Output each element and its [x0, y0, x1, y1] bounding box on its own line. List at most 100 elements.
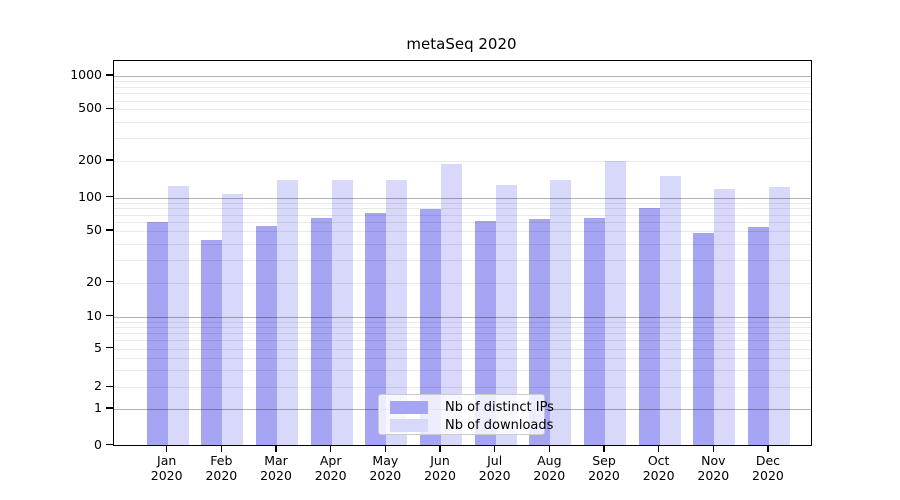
x-tick-mark-dec — [767, 445, 769, 452]
bar-downloads-apr — [331, 179, 353, 445]
y-tick-mark-2 — [106, 385, 113, 388]
gridline-6 — [114, 340, 811, 342]
gridline-2 — [114, 387, 811, 389]
x-tick-mark-nov — [712, 445, 715, 452]
y-tick-mark-10 — [106, 314, 113, 317]
y-tick-mark-500 — [106, 107, 113, 110]
grid-layer — [114, 61, 811, 445]
gridline-100 — [114, 197, 811, 199]
bar-downloads-jan — [167, 185, 189, 445]
x-tick-label-sep: Sep 2020 — [588, 453, 620, 483]
gridline-1000 — [114, 76, 811, 77]
y-tick-mark-1 — [106, 407, 113, 409]
x-tick-mark-may — [384, 445, 387, 452]
x-tick-label-jun: Jun 2020 — [424, 453, 456, 483]
bar-downloads-jul — [495, 184, 517, 445]
x-tick-mark-jul — [493, 445, 496, 452]
gridline-40 — [114, 243, 811, 245]
y-tick-label-2: 2 — [94, 378, 102, 394]
bar-downloads-may — [386, 179, 408, 445]
gridline-3 — [114, 370, 811, 372]
gridline-400 — [114, 121, 811, 123]
gridline-20 — [114, 282, 811, 284]
x-tick-label-jul: Jul 2020 — [478, 453, 511, 483]
chart-title: metaSeq 2020 — [406, 35, 517, 53]
bar-downloads-feb — [222, 194, 244, 445]
x-tick-label-mar: Mar 2020 — [260, 453, 292, 483]
plot-area — [113, 60, 812, 446]
y-tick-mark-100 — [106, 195, 113, 198]
gridline-70 — [114, 214, 811, 216]
y-tick-mark-50 — [106, 229, 113, 231]
bar-downloads-dec — [768, 186, 790, 445]
x-tick-label-dec: Dec 2020 — [752, 453, 784, 483]
bar-ips-may — [365, 213, 387, 445]
gridline-300 — [114, 138, 811, 140]
x-tick-mark-sep — [603, 445, 605, 452]
bar-downloads-oct — [659, 175, 681, 445]
y-tick-label-5: 5 — [94, 339, 102, 355]
gridline-800 — [114, 86, 811, 88]
y-tick-label-100: 100 — [78, 188, 102, 204]
gridline-700 — [114, 93, 811, 95]
y-tick-mark-5 — [106, 346, 113, 349]
gridline-500 — [114, 109, 811, 111]
bars-layer — [114, 61, 811, 445]
bar-downloads-aug — [550, 179, 572, 445]
bar-downloads-mar — [277, 179, 299, 445]
legend-label-downloads: Nb of downloads — [445, 418, 554, 433]
x-tick-label-aug: Aug 2020 — [533, 453, 566, 483]
bar-ips-jun — [420, 209, 441, 445]
legend-row-ips: Nb of distinct IPs — [379, 400, 554, 415]
y-tick-label-500: 500 — [78, 100, 102, 116]
bar-downloads-sep — [604, 160, 626, 445]
y-tick-label-10: 10 — [86, 307, 102, 323]
x-tick-label-oct: Oct 2020 — [642, 453, 675, 483]
gridline-600 — [114, 100, 811, 102]
bar-ips-nov — [693, 233, 715, 445]
gridline-30 — [114, 259, 811, 261]
bar-ips-sep — [583, 217, 605, 445]
gridline-900 — [114, 81, 811, 83]
bar-downloads-nov — [714, 189, 736, 445]
bar-ips-apr — [310, 217, 332, 445]
gridline-5 — [114, 348, 811, 350]
x-tick-mark-jun — [439, 445, 441, 452]
y-tick-label-1: 1 — [94, 400, 102, 415]
bar-ips-dec — [747, 227, 769, 445]
x-tick-label-nov: Nov 2020 — [697, 453, 730, 483]
bar-ips-oct — [638, 208, 660, 445]
legend: Nb of distinct IPs Nb of downloads — [378, 394, 554, 435]
x-tick-label-apr: Apr 2020 — [314, 453, 347, 483]
x-tick-label-may: May 2020 — [369, 453, 402, 483]
y-tick-mark-0 — [106, 443, 113, 446]
y-tick-label-1000: 1000 — [70, 67, 102, 82]
y-tick-label-20: 20 — [86, 273, 102, 289]
bar-ips-jan — [146, 222, 168, 445]
x-tick-label-jan: Jan 2020 — [150, 453, 183, 483]
bar-ips-jul — [474, 220, 496, 445]
gridline-90 — [114, 202, 811, 204]
gridline-7 — [114, 333, 811, 335]
gridline-10 — [114, 316, 811, 318]
x-tick-mark-mar — [275, 445, 277, 452]
y-tick-label-200: 200 — [78, 152, 102, 167]
x-tick-mark-jan — [165, 445, 168, 452]
bar-ips-mar — [256, 225, 278, 445]
bar-ips-aug — [529, 219, 551, 445]
y-tick-mark-1000 — [106, 74, 113, 76]
legend-swatch-ips — [390, 401, 428, 414]
gridline-8 — [114, 327, 811, 328]
gridline-80 — [114, 208, 811, 210]
bar-downloads-jun — [441, 163, 462, 445]
legend-row-downloads: Nb of downloads — [379, 418, 553, 433]
gridline-50 — [114, 231, 811, 232]
x-tick-mark-apr — [329, 445, 332, 452]
gridline-4 — [114, 358, 811, 360]
gridline-200 — [114, 161, 811, 162]
bar-ips-feb — [201, 239, 223, 445]
legend-label-ips: Nb of distinct IPs — [445, 400, 554, 415]
y-tick-label-50: 50 — [86, 222, 102, 237]
x-tick-mark-oct — [657, 445, 660, 452]
